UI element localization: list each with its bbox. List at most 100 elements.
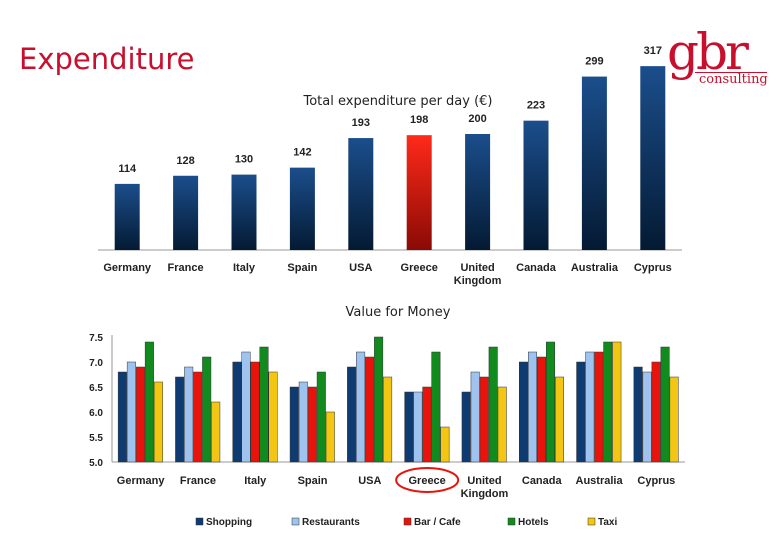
chart1-label-australia: Australia	[571, 262, 619, 274]
chart1-label-canada: Canada	[516, 262, 557, 274]
chart1-value-usa: 193	[352, 117, 370, 129]
chart2-ytick-5-5: 5.5	[89, 433, 103, 444]
chart2-ytick-5-0: 5.0	[89, 458, 103, 469]
chart2-bar-france-shopping	[175, 376, 185, 463]
logo-main-text: gbr	[667, 23, 749, 81]
chart2-label-germany: Germany	[117, 475, 166, 487]
chart2-ytick-6-5: 6.5	[89, 383, 103, 394]
chart2-bar-italy-taxi	[268, 371, 278, 463]
chart2-bar-canada-restaurants	[528, 351, 537, 463]
chart2-bar-canada-bar-cafe	[537, 356, 546, 463]
chart1-value-germany: 114	[118, 163, 137, 175]
chart2-bar-greece-restaurants	[413, 391, 423, 463]
chart2-label-greece: Greece	[408, 475, 445, 487]
chart1-bar-spain	[289, 167, 315, 250]
chart2-bar-usa-restaurants	[356, 351, 366, 463]
chart2-bar-united-kingdom-shopping	[461, 391, 471, 463]
chart2-bar-italy-shopping	[232, 361, 242, 463]
chart2-bar-italy-bar-cafe	[250, 361, 260, 463]
chart1-label-cyprus: Cyprus	[634, 262, 672, 274]
chart2-bar-greece-hotels	[431, 351, 441, 463]
total-expenditure-chart: Total expenditure per day (€) 114 Germany…	[98, 45, 682, 287]
chart1-bar-germany	[114, 183, 140, 250]
chart2-bar-united-kingdom-bar-cafe	[479, 376, 489, 463]
legend-swatch-bar-cafe	[403, 517, 412, 526]
chart2-bar-canada-taxi	[555, 376, 564, 463]
chart1-bar-united-kingdom	[465, 134, 491, 250]
chart2-bar-germany-bar-cafe	[135, 366, 145, 463]
chart2-bar-cyprus-taxi	[669, 376, 679, 463]
chart2-bar-united-kingdom-taxi	[497, 386, 507, 463]
chart2-bar-greece-shopping	[404, 391, 414, 463]
chart2-bar-usa-taxi	[383, 376, 393, 463]
chart2-bar-spain-taxi	[325, 411, 335, 463]
value-for-money-chart: Value for Money 5.0 5.5 6.0 6.5 7.0 7.5 German…	[89, 305, 685, 528]
chart1-label-germany: Germany	[103, 262, 152, 274]
chart2-bar-usa-hotels	[374, 336, 384, 463]
chart2-bar-united-kingdom-hotels	[488, 346, 498, 463]
chart2-bar-australia-hotels	[603, 341, 613, 463]
chart2-label-canada: Canada	[522, 475, 563, 487]
chart1-value-australia: 299	[585, 56, 603, 68]
chart1-bar-australia	[581, 76, 607, 250]
chart2-bar-france-bar-cafe	[193, 371, 203, 463]
chart2-ytick-7-5: 7.5	[89, 333, 103, 344]
chart2-bar-spain-hotels	[316, 371, 326, 463]
legend-label-restaurants: Restaurants	[302, 517, 360, 528]
chart2-bar-greece-taxi	[440, 426, 450, 463]
chart2-bar-australia-restaurants	[585, 351, 595, 463]
chart1-bar-italy	[231, 174, 257, 250]
legend-swatch-restaurants	[291, 517, 300, 526]
chart2-bar-greece-bar-cafe	[422, 386, 432, 463]
chart2-label-italy: Italy	[244, 475, 267, 487]
chart1-bar-cyprus	[640, 66, 666, 250]
chart2-ytick-6-0: 6.0	[89, 408, 103, 419]
chart2-bar-cyprus-restaurants	[642, 371, 652, 463]
logo-divider	[695, 72, 767, 73]
page-title: Expenditure	[19, 42, 195, 76]
chart1-label-france: France	[168, 262, 204, 274]
legend-swatch-shopping	[195, 517, 204, 526]
chart2-ytick-7-0: 7.0	[89, 358, 103, 369]
chart1-value-spain: 142	[293, 147, 311, 159]
chart2-bar-spain-restaurants	[298, 381, 308, 463]
chart2-bar-australia-bar-cafe	[594, 351, 604, 463]
chart2-bar-australia-shopping	[576, 361, 586, 463]
chart1-label-spain: Spain	[287, 262, 317, 274]
chart2-bar-united-kingdom-restaurants	[470, 371, 480, 463]
chart2-bar-germany-shopping	[117, 371, 127, 463]
chart2-label-usa: USA	[358, 475, 381, 487]
chart2-bar-usa-bar-cafe	[365, 356, 375, 463]
chart1-bar-canada	[523, 120, 549, 250]
chart2-bar-canada-shopping	[519, 361, 528, 463]
legend-swatch-hotels	[507, 517, 516, 526]
chart2-bar-australia-taxi	[612, 341, 622, 463]
chart1-value-greece: 198	[410, 114, 428, 126]
chart2-bar-italy-restaurants	[241, 351, 251, 463]
chart2-bar-cyprus-hotels	[660, 346, 670, 463]
chart2-bar-usa-shopping	[347, 366, 357, 463]
chart2-bar-france-hotels	[202, 356, 212, 463]
chart1-label-greece: Greece	[401, 262, 438, 274]
chart2-bar-france-taxi	[211, 401, 221, 463]
chart2-title: Value for Money	[346, 305, 451, 320]
chart2-bar-germany-restaurants	[126, 361, 136, 463]
chart2-bar-canada-hotels	[546, 341, 555, 463]
gbr-logo: gbr consulting	[665, 22, 769, 92]
chart1-value-canada: 223	[527, 100, 545, 112]
chart1-bar-france	[173, 175, 199, 250]
legend-swatch-taxi	[587, 517, 596, 526]
chart1-label-usa: USA	[349, 262, 372, 274]
chart2-bar-germany-hotels	[144, 341, 154, 463]
chart2-label-spain: Spain	[298, 475, 328, 487]
chart2-bar-spain-shopping	[289, 386, 299, 463]
chart1-value-italy: 130	[235, 154, 253, 166]
chart2-label-united-kingdom: United Kingdom	[461, 475, 509, 500]
chart2-bar-france-restaurants	[184, 366, 194, 463]
chart2-bar-cyprus-bar-cafe	[651, 361, 661, 463]
chart2-bar-italy-hotels	[259, 346, 269, 463]
chart2-bar-germany-taxi	[153, 381, 163, 463]
chart1-label-united-kingdom: United Kingdom	[454, 262, 502, 287]
chart1-bar-greece	[406, 135, 432, 250]
chart2-label-australia: Australia	[576, 475, 624, 487]
